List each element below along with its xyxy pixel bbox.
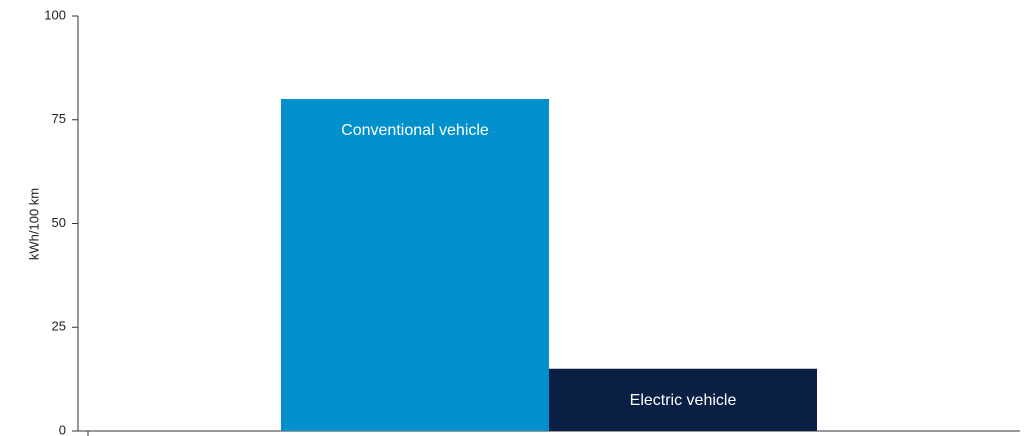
bar-label: Electric vehicle	[630, 392, 737, 409]
bar-label: Conventional vehicle	[341, 122, 489, 139]
y-tick-label: 25	[52, 319, 66, 334]
y-tick-label: 0	[59, 422, 66, 436]
bar	[549, 368, 817, 431]
y-tick-label: 50	[52, 215, 66, 230]
y-tick-label: 100	[44, 7, 66, 22]
y-axis-label: kWh/100 km	[26, 188, 41, 260]
bar	[281, 99, 549, 431]
y-tick-label: 75	[52, 111, 66, 126]
